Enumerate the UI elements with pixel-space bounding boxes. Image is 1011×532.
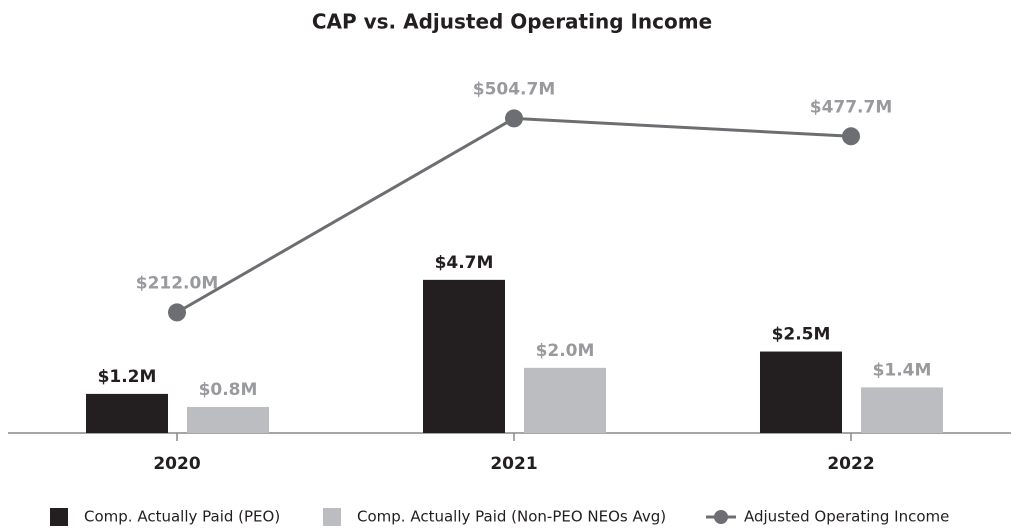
- legend-swatch: [323, 508, 341, 526]
- legend-swatch: [50, 508, 68, 526]
- data-label: $504.7M: [473, 79, 556, 99]
- line-marker: [505, 109, 523, 128]
- data-label: $0.8M: [199, 380, 258, 400]
- data-label: $2.5M: [772, 325, 831, 345]
- data-label: $4.7M: [435, 253, 494, 273]
- legend-swatch: [714, 510, 728, 524]
- legend-label: Comp. Actually Paid (Non-PEO NEOs Avg): [357, 508, 666, 526]
- legend-label: Adjusted Operating Income: [744, 508, 949, 526]
- bar: [524, 367, 606, 433]
- data-label: $2.0M: [536, 341, 595, 361]
- x-tick-label: 2020: [153, 454, 200, 474]
- x-tick-label: 2021: [490, 454, 537, 474]
- legend-label: Comp. Actually Paid (PEO): [84, 508, 280, 526]
- bar: [187, 406, 269, 433]
- data-label: $477.7M: [810, 97, 893, 117]
- line-marker: [842, 127, 860, 146]
- bar: [861, 387, 943, 433]
- bar: [86, 393, 168, 433]
- data-label: $1.4M: [873, 360, 932, 380]
- bar: [423, 279, 505, 433]
- line: [176, 116, 852, 314]
- chart-title: CAP vs. Adjusted Operating Income: [312, 10, 712, 34]
- data-label: $212.0M: [136, 273, 219, 293]
- bar: [760, 351, 842, 433]
- data-label: $1.2M: [98, 367, 157, 387]
- line-marker: [168, 303, 186, 322]
- x-tick-label: 2022: [827, 454, 874, 474]
